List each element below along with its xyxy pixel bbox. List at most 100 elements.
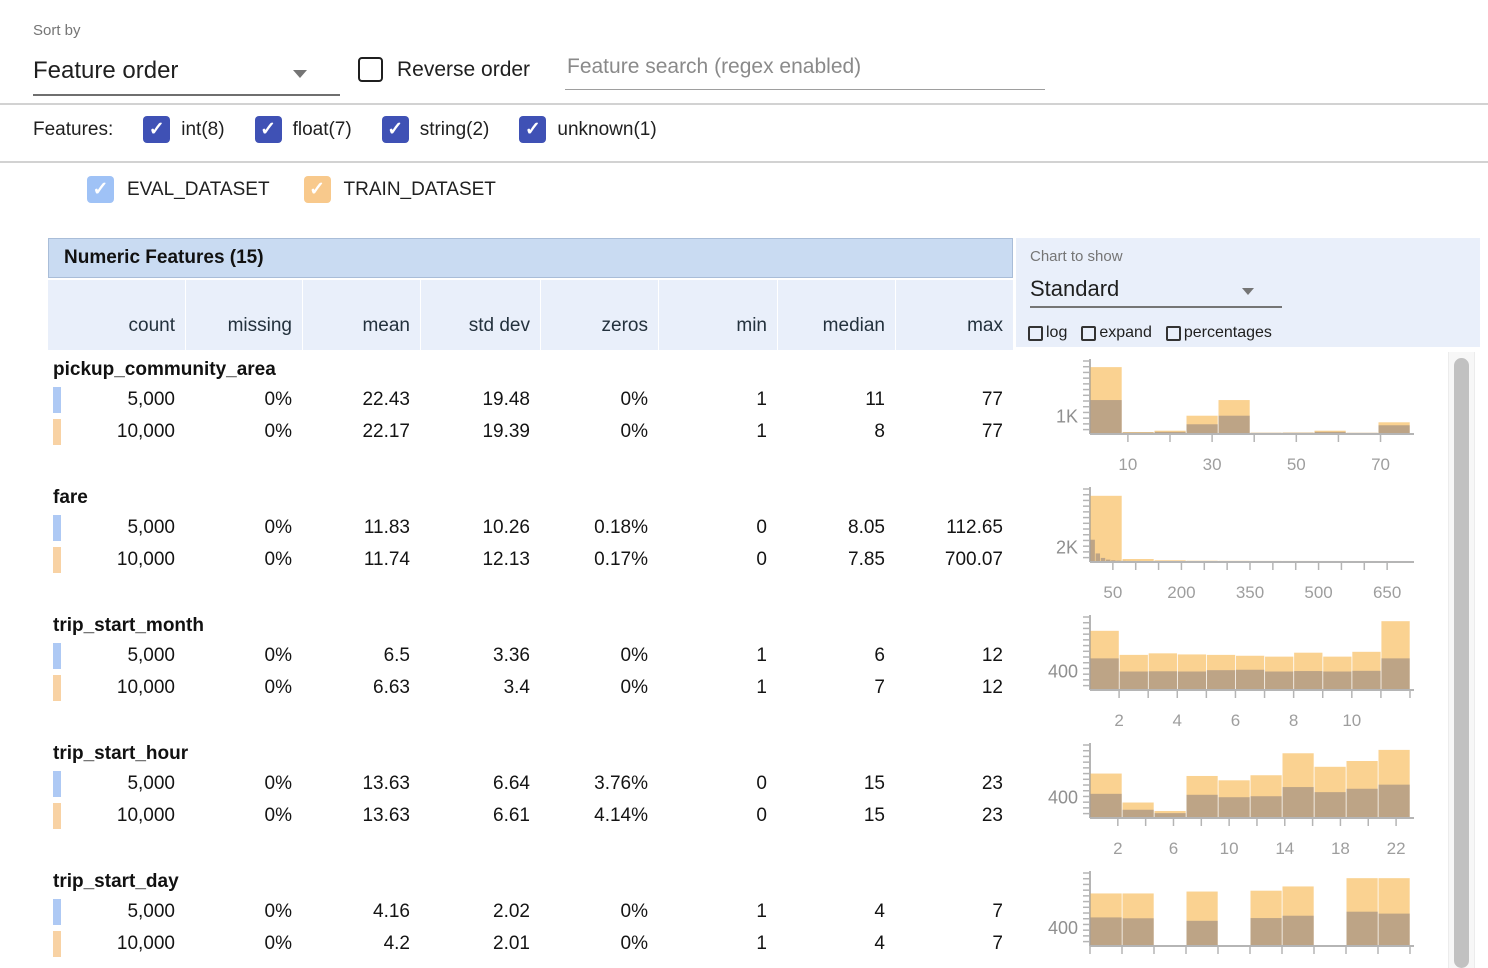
stat-cell-max: 23 xyxy=(981,773,1003,794)
feature-type-label: string(2) xyxy=(419,118,490,140)
chart-option-row: log expand percentages xyxy=(1028,324,1272,342)
stat-cell-count: 10,000 xyxy=(116,421,175,442)
stat-cell-median: 7.85 xyxy=(848,549,885,570)
stat-cell-max: 112.65 xyxy=(946,517,1003,538)
chart-type-dropdown[interactable]: Standard xyxy=(1030,276,1120,301)
checkbox-checked-icon[interactable]: ✓ xyxy=(303,176,331,203)
chevron-down-icon[interactable] xyxy=(293,70,307,78)
stat-cell-min: 1 xyxy=(756,933,767,954)
column-header-mean: mean xyxy=(302,280,420,350)
stat-cell-zeros: 0% xyxy=(620,677,648,698)
stat-cell-missing: 0% xyxy=(264,421,292,442)
sort-by-dropdown[interactable]: Feature order xyxy=(33,57,179,84)
x-axis-tick-label: 50 xyxy=(1287,455,1306,474)
stat-cell-count: 5,000 xyxy=(127,517,175,538)
stat-cell-min: 1 xyxy=(756,677,767,698)
table-row: 5,000 0% 13.63 6.64 3.76% 0 15 23 xyxy=(48,768,1013,800)
dataset-toggle-train_dataset[interactable]: ✓ TRAIN_DATASET xyxy=(303,176,496,203)
stat-cell-mean: 4.16 xyxy=(373,901,410,922)
stat-cell-zeros: 0% xyxy=(620,933,648,954)
y-axis-label: 400 xyxy=(1048,918,1078,938)
checkbox-checked-icon[interactable]: ✓ xyxy=(143,116,171,143)
feature-name: trip_start_month xyxy=(53,615,204,636)
stat-cell-median: 7 xyxy=(874,677,885,698)
feature-histogram: 400 xyxy=(1048,871,1414,954)
stat-cell-median: 4 xyxy=(874,933,885,954)
checkbox-checked-icon[interactable]: ✓ xyxy=(254,116,282,143)
checkbox-unchecked-icon[interactable] xyxy=(1028,325,1043,341)
stat-cell-std_dev: 2.01 xyxy=(493,933,530,954)
stat-cell-max: 12 xyxy=(981,677,1003,698)
table-title: Numeric Features (15) xyxy=(48,238,1013,278)
column-header-zeros: zeros xyxy=(540,280,658,350)
feature-histogram: 2K 50 200 350 500 650 xyxy=(1056,487,1414,602)
table-column-header: count missing mean std dev zeros min median max xyxy=(48,280,1013,350)
chart-dropdown-underline xyxy=(1030,306,1282,308)
stat-cell-std_dev: 6.64 xyxy=(493,773,530,794)
stat-cell-min: 0 xyxy=(756,805,767,826)
stat-cell-missing: 0% xyxy=(264,645,292,666)
dataset-toggle-eval_dataset[interactable]: ✓ EVAL_DATASET xyxy=(87,176,270,203)
stat-cell-zeros: 0% xyxy=(620,421,648,442)
stat-cell-mean: 22.17 xyxy=(362,421,410,442)
feature-name: fare xyxy=(53,487,88,508)
stat-cell-missing: 0% xyxy=(264,517,292,538)
x-axis-tick-label: 350 xyxy=(1236,583,1264,602)
table-row: 10,000 0% 4.2 2.01 0% 1 4 7 xyxy=(48,928,1013,960)
chevron-down-icon[interactable] xyxy=(1242,288,1254,295)
feature-type-filter-unknown[interactable]: ✓ unknown(1) xyxy=(519,116,657,143)
chart-option-label: percentages xyxy=(1183,324,1272,341)
y-axis-label: 1K xyxy=(1056,407,1078,427)
dataset-color-swatch xyxy=(53,547,61,573)
checkbox-checked-icon[interactable]: ✓ xyxy=(381,116,409,143)
stat-cell-mean: 13.63 xyxy=(362,773,410,794)
stat-cell-max: 77 xyxy=(981,389,1003,410)
stat-cell-max: 7 xyxy=(992,933,1003,954)
stat-cell-median: 4 xyxy=(874,901,885,922)
checkbox-unchecked-icon[interactable] xyxy=(1165,325,1181,341)
stat-cell-count: 5,000 xyxy=(127,901,175,922)
divider xyxy=(0,161,1488,163)
x-axis-tick-label: 4 xyxy=(1173,711,1182,730)
y-axis-label: 400 xyxy=(1048,788,1078,808)
column-header-median: median xyxy=(777,280,895,350)
stat-cell-min: 0 xyxy=(756,517,767,538)
table-row: 10,000 0% 13.63 6.61 4.14% 0 15 23 xyxy=(48,800,1013,832)
stat-cell-mean: 22.43 xyxy=(362,389,410,410)
stat-cell-mean: 4.2 xyxy=(383,933,410,954)
stat-cell-count: 5,000 xyxy=(127,645,175,666)
table-row: 5,000 0% 11.83 10.26 0.18% 0 8.05 112.65 xyxy=(48,512,1013,544)
x-axis-tick-label: 50 xyxy=(1103,583,1122,602)
stat-cell-mean: 11.74 xyxy=(363,549,410,570)
scrollbar-thumb[interactable] xyxy=(1454,358,1469,968)
x-axis-tick-label: 500 xyxy=(1304,583,1332,602)
chart-option-expand[interactable]: expand xyxy=(1081,324,1152,342)
feature-block-trip_start_day: trip_start_day 5,000 0% 4.16 2.02 0% 1 4 7 10,000… xyxy=(48,864,1013,968)
column-header-missing: missing xyxy=(185,280,302,350)
x-axis-tick-label: 6 xyxy=(1169,839,1178,858)
feature-type-filter-float[interactable]: ✓ float(7) xyxy=(254,116,352,143)
stat-cell-min: 1 xyxy=(756,645,767,666)
checkbox-unchecked-icon[interactable] xyxy=(1081,325,1097,341)
x-axis-tick-label: 10 xyxy=(1342,711,1361,730)
feature-type-filter-row: Features: ✓ int(8) ✓ float(7) ✓ string(2) ✓ unk… xyxy=(33,116,657,143)
dataset-name: TRAIN_DATASET xyxy=(343,178,496,200)
feature-search-input[interactable] xyxy=(565,55,1045,90)
stat-cell-std_dev: 3.36 xyxy=(493,645,530,666)
stat-cell-min: 0 xyxy=(756,773,767,794)
checkbox-checked-icon[interactable]: ✓ xyxy=(519,116,547,143)
column-header-count: count xyxy=(128,315,175,336)
feature-histogram: 400 2 4 6 8 10 xyxy=(1048,615,1414,730)
column-header-std-dev: std dev xyxy=(420,280,540,350)
checkbox-checked-icon[interactable]: ✓ xyxy=(87,176,114,203)
feature-type-filter-int[interactable]: ✓ int(8) xyxy=(143,116,225,143)
chart-option-log[interactable]: log xyxy=(1028,324,1067,342)
feature-type-label: int(8) xyxy=(181,118,225,140)
table-row: 5,000 0% 4.16 2.02 0% 1 4 7 xyxy=(48,896,1013,928)
stat-cell-count: 10,000 xyxy=(116,677,175,698)
feature-type-filter-string[interactable]: ✓ string(2) xyxy=(381,116,490,143)
stat-cell-median: 15 xyxy=(863,805,885,826)
chart-option-label: expand xyxy=(1099,324,1152,341)
reverse-order-checkbox[interactable] xyxy=(358,57,383,82)
chart-option-percentages[interactable]: percentages xyxy=(1165,324,1272,342)
